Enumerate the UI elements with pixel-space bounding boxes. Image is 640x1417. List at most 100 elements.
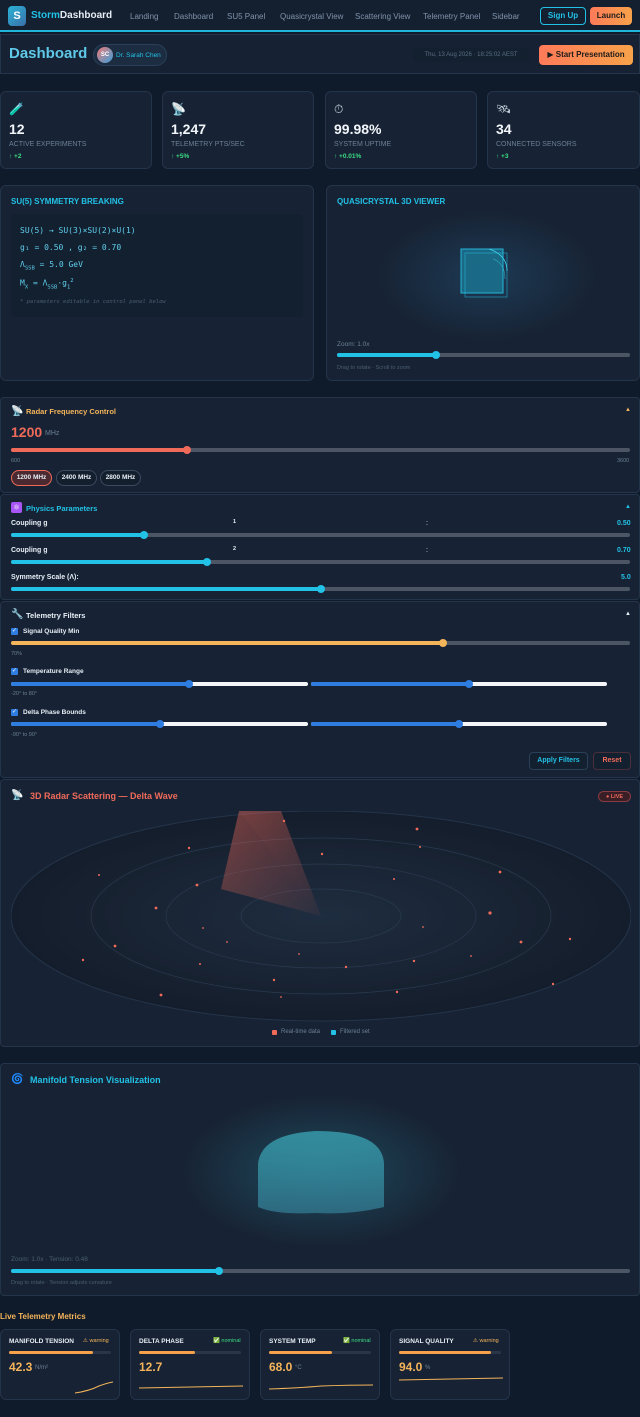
lambda-symbol: Λ [20,260,25,269]
delta-max-slider[interactable] [311,720,607,728]
check-icon: ✅ [343,1338,352,1344]
physics-parameters-panel: ⚛ Physics Parameters ▲ Coupling g 1 : 0.… [0,494,640,600]
temperature-max-slider[interactable] [311,680,607,688]
nav-link-dashboard[interactable]: Dashboard [174,12,214,21]
metric-status-label: nominal [221,1338,241,1344]
metric-bar-track [9,1351,111,1354]
symmetry-scale-slider[interactable] [11,585,630,593]
radar-frequency-slider[interactable] [11,446,630,454]
manifold-canvas[interactable] [171,1089,471,1254]
slider-knob[interactable] [317,585,325,593]
coupling-g2-slider[interactable] [11,558,630,566]
coupling-g1-value: 0.50 [617,520,631,527]
nav-link-quasicrystal[interactable]: Quasicrystal View [280,12,344,21]
metric-status-label: nominal [351,1338,371,1344]
slider-knob[interactable] [455,720,463,728]
signup-button[interactable]: Sign Up [540,7,586,25]
slider-knob[interactable] [215,1267,223,1275]
signal-quality-checkbox[interactable]: ✓ [11,628,18,635]
lambda-equation: ΛSSB = 5.0 GeV [20,260,83,272]
reset-button[interactable]: Reset [593,752,631,770]
scatter-point [568,937,572,941]
logo-icon[interactable]: S [8,6,26,26]
metric-unit: % [425,1365,431,1371]
legend-swatch-filtered [331,1030,336,1035]
apply-filters-button[interactable]: Apply Filters [529,752,588,770]
preset-2400-button[interactable]: 2400 MHz [56,470,97,486]
stat-card-experiments: 🧪 12 ACTIVE EXPERIMENTS ↑ +2 [0,91,152,169]
coupling-g1-slider[interactable] [11,531,630,539]
radar-title: Radar Frequency Control [26,407,117,416]
delta-min-slider[interactable] [11,720,308,728]
manifold-surface [258,1131,384,1214]
manifold-zoom-slider[interactable] [11,1267,630,1275]
scatter-point [113,944,117,948]
temperature-range-checkbox[interactable]: ✓ [11,668,18,675]
scatter-point [282,819,286,823]
nav-link-telemetry[interactable]: Telemetry Panel [423,12,481,21]
temperature-range-label: Temperature Range [23,668,84,675]
manifold-hint: Drag to rotate · Tension adjusts curvatu… [11,1280,112,1286]
nav-link-su5-panel[interactable]: SU5 Panel [227,12,266,21]
scatter-point [154,906,158,910]
scatter-point [202,927,204,929]
nav-link-scattering[interactable]: Scattering View [355,12,411,21]
stat-label: ACTIVE EXPERIMENTS [9,141,87,148]
slider-knob[interactable] [156,720,164,728]
nav-link-sidebar[interactable]: Sidebar [492,12,520,21]
scatter-point [226,941,228,943]
slider-fill [11,533,144,537]
metric-unit: °C [295,1365,302,1371]
legend-filtered: Filtered set [340,1029,370,1035]
signal-quality-slider[interactable] [11,639,630,647]
slider-knob[interactable] [465,680,473,688]
datetime: Thu, 13 Aug 2026 · 18:25:02 AEST [413,48,529,62]
user-chip[interactable]: SC Dr. Sarah Chen [93,44,167,66]
legend-swatch-realtime [272,1030,277,1035]
brand-dashboard: Dashboard [59,10,113,21]
delta-phase-checkbox[interactable]: ✓ [11,709,18,716]
radar-ring-outer [90,837,552,995]
slider-fill [11,587,321,591]
lambda-sub: SSB [24,265,35,272]
slider-knob[interactable] [432,351,440,359]
warning-icon: ⚠ [83,1338,90,1344]
mx-sub3: 1 [66,284,71,291]
scattering-panel: 📡 3D Radar Scattering — Delta Wave ● LIV… [0,779,640,1047]
slider-knob[interactable] [183,446,191,454]
radar-sweep-trail [221,811,321,916]
launch-button[interactable]: Launch [590,7,632,25]
temperature-min-slider[interactable] [11,680,308,688]
slider-knob[interactable] [140,531,148,539]
radar-scatter-plot[interactable] [11,811,631,1031]
nav-link-landing[interactable]: Landing [130,12,159,21]
collapse-icon[interactable]: ▲ [625,611,631,617]
su5-equations: SU(5) → SU(3)×SU(2)×U(1) g₁ = 0.50 , g₂ … [11,214,303,317]
scatter-point [419,846,421,848]
collapse-icon[interactable]: ▲ [625,504,631,510]
quasi-canvas[interactable] [377,211,597,341]
metric-status-label: warning [479,1338,499,1344]
slider-knob[interactable] [203,558,211,566]
quasi-title: QUASICRYSTAL 3D VIEWER [337,197,446,206]
sparkline [399,1377,503,1381]
preset-2800-button[interactable]: 2800 MHz [100,470,141,486]
preset-1200-button[interactable]: 1200 MHz [11,470,52,486]
mx-sub2: SSB [47,284,58,291]
scatter-point [519,940,523,944]
collapse-icon[interactable]: ▲ [625,407,631,413]
warning-icon: ⚠ [473,1338,480,1344]
slider-knob[interactable] [439,639,447,647]
start-presentation-button[interactable]: ▶ Start Presentation [539,45,633,65]
metric-status-label: warning [89,1338,109,1344]
quasi-zoom-slider[interactable] [337,351,630,359]
slider-knob[interactable] [185,680,193,688]
scatter-point [488,911,492,915]
slider-fill [11,641,443,645]
user-name: Dr. Sarah Chen [116,52,161,59]
stat-delta: ↑ +2 [9,153,22,160]
metric-value: 94.0 [399,1360,423,1374]
brand[interactable]: StormDashboard [31,10,112,21]
signal-quality-value: 70% [11,651,23,657]
delta-phase-label: Delta Phase Bounds [23,709,86,716]
